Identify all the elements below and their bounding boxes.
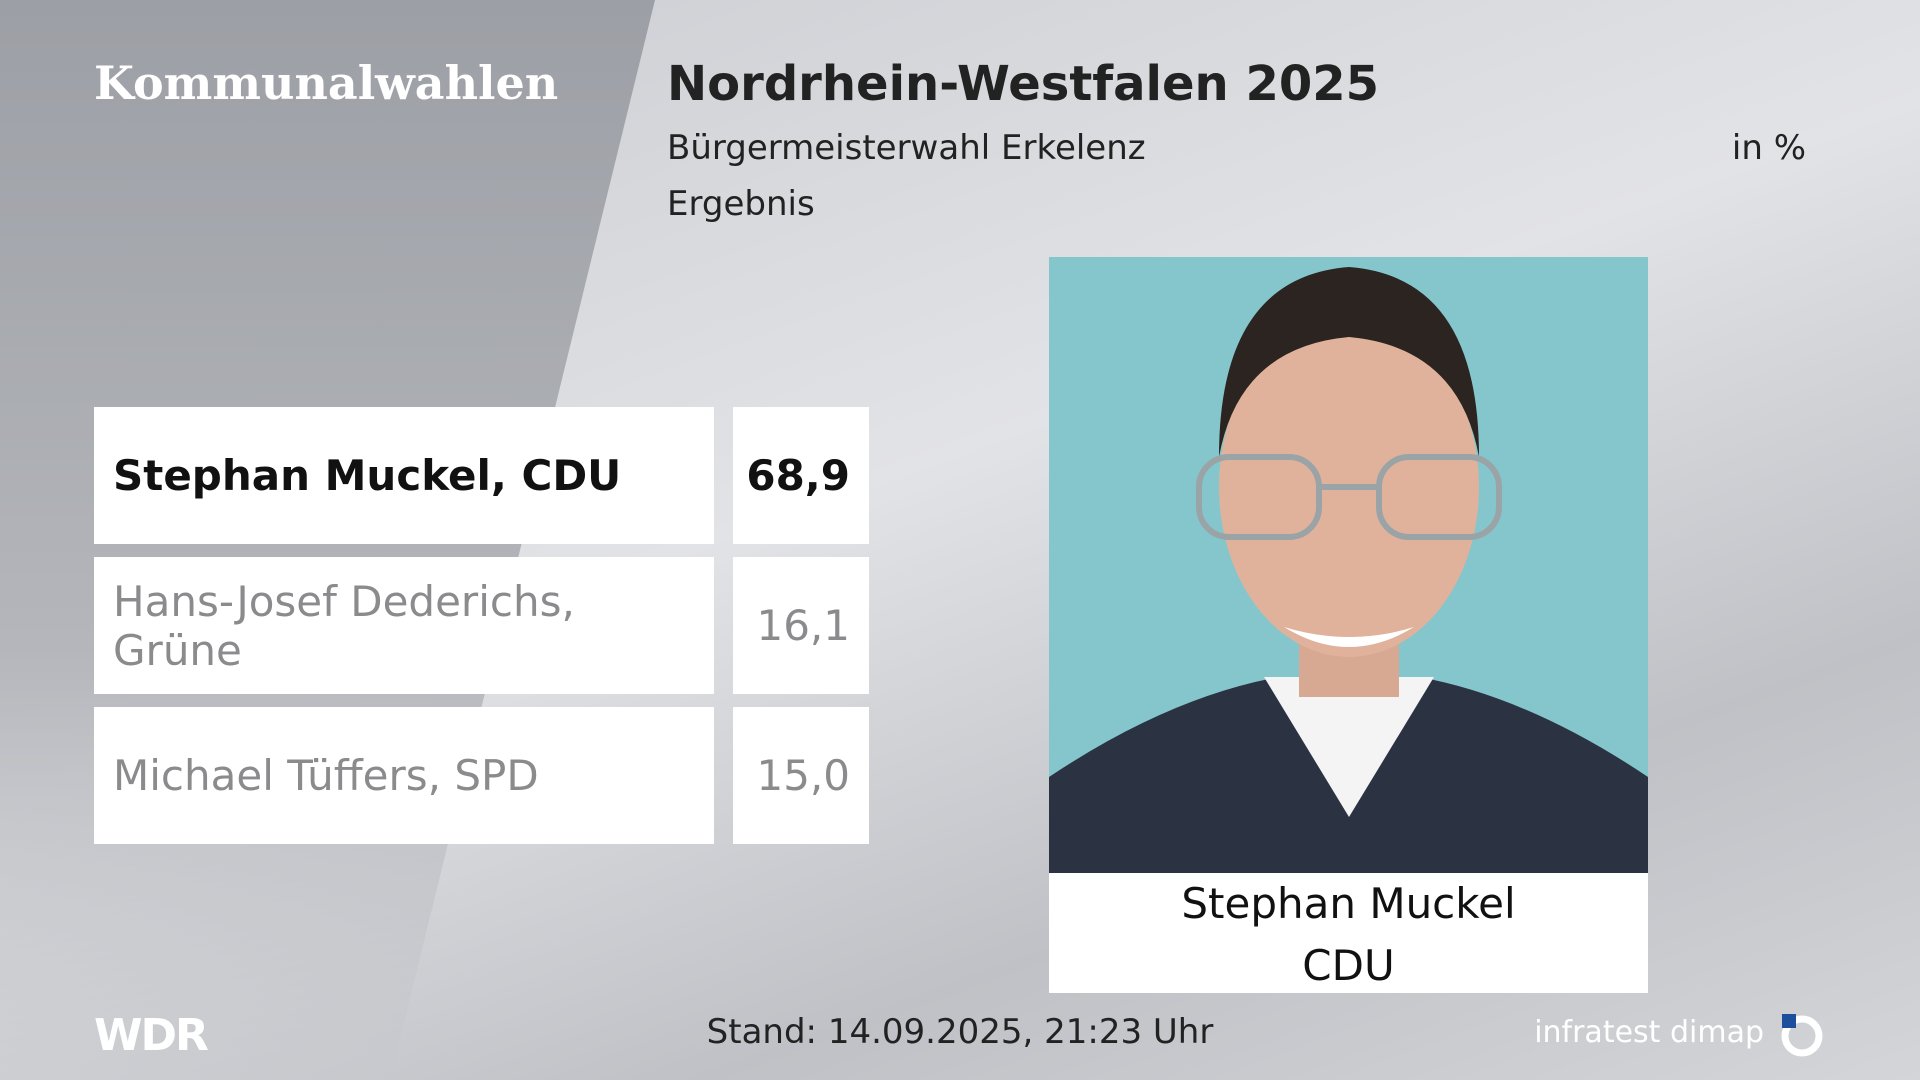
result-value: 16,1 — [733, 557, 869, 694]
shirt — [1264, 677, 1434, 817]
caption-party: CDU — [1302, 941, 1395, 990]
candidate-name: Stephan Muckel, CDU — [94, 407, 714, 544]
wdr-logo: WDR — [94, 1010, 209, 1061]
smile — [1284, 627, 1414, 647]
timestamp: Stand: 14.09.2025, 21:23 Uhr — [706, 1012, 1214, 1052]
candidate-name: Michael Tüffers, SPD — [94, 707, 714, 844]
logo-square — [1782, 1014, 1796, 1028]
candidate-name: Hans-Josef Dederichs, Grüne — [94, 557, 714, 694]
unit: in % — [1731, 128, 1806, 168]
result-label: Ergebnis — [667, 184, 815, 224]
caption-name: Stephan Muckel — [1181, 879, 1516, 928]
brand: Kommunalwahlen — [94, 56, 559, 110]
source-logo — [1781, 1014, 1823, 1057]
candidate-photo — [1049, 257, 1648, 873]
glasses — [1196, 454, 1502, 540]
photo-caption: Stephan Muckel CDU — [1049, 873, 1648, 993]
logo-ring — [1781, 1015, 1823, 1057]
hair — [1219, 267, 1479, 457]
title: Nordrhein-Westfalen 2025 — [667, 56, 1380, 112]
source: infratest dimap — [1534, 1015, 1764, 1050]
subtitle: Bürgermeisterwahl Erkelenz — [667, 128, 1146, 168]
result-value: 15,0 — [733, 707, 869, 844]
result-value: 68,9 — [733, 407, 869, 544]
